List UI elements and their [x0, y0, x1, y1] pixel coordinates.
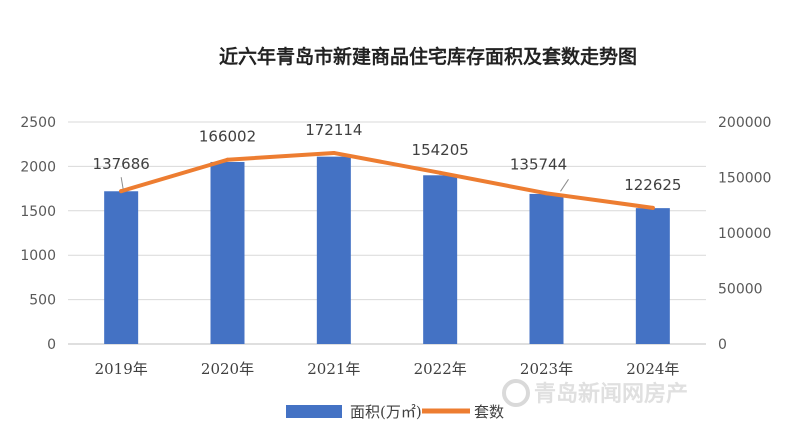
data-label: 172114: [305, 121, 362, 139]
bar: [210, 161, 245, 344]
left-tick-label: 2500: [20, 115, 56, 131]
legend-label: 面积(万㎡): [350, 403, 422, 421]
x-tick-label: 2020年: [201, 360, 254, 378]
line-point: [544, 191, 549, 196]
right-tick-label: 150000: [718, 171, 771, 187]
left-tick-label: 0: [47, 337, 56, 353]
line-point: [225, 157, 230, 162]
legend: 面积(万㎡) 套数: [286, 403, 504, 421]
watermark: 青岛新闻网房产: [502, 379, 688, 407]
legend-label: 套数: [474, 403, 504, 421]
data-label: 135744: [510, 155, 567, 173]
line-point: [331, 150, 336, 155]
line-series: [119, 150, 655, 210]
line-point: [650, 205, 655, 210]
left-tick-label: 1500: [20, 204, 56, 220]
data-label: 154205: [412, 141, 469, 159]
leader-line: [560, 179, 569, 192]
watermark-logo: [502, 379, 530, 407]
chart-title: 近六年青岛市新建商品住宅库存面积及套数走势图: [219, 45, 637, 68]
bar-series: [104, 156, 670, 344]
right-tick-label: 50000: [718, 282, 763, 298]
x-axis: 2019年 2020年 2021年 2022年 2023年 2024年: [95, 360, 680, 378]
series-line: [119, 150, 655, 210]
x-tick-label: 2022年: [414, 360, 467, 378]
left-axis: 0 500 1000 1500 2000 2500: [20, 115, 56, 353]
x-tick-label: 2023年: [520, 360, 573, 378]
right-axis: 0 50000 100000 150000 200000: [718, 115, 771, 353]
gridlines: [68, 121, 706, 301]
data-label: 137686: [93, 155, 150, 173]
left-tick-label: 2000: [20, 159, 56, 175]
right-tick-label: 200000: [718, 115, 771, 131]
watermark-text: 青岛新闻网房产: [534, 381, 688, 407]
data-labels: 137686 166002 172114 154205 135744 122625: [93, 121, 682, 194]
x-tick-label: 2021年: [307, 360, 360, 378]
bar: [423, 175, 458, 344]
right-tick-label: 100000: [718, 226, 771, 242]
bar: [316, 156, 351, 344]
legend-swatch-bar: [286, 405, 342, 418]
leader-line: [120, 177, 124, 190]
left-tick-label: 500: [29, 293, 56, 309]
x-tick-label: 2024年: [626, 360, 679, 378]
data-label: 166002: [199, 128, 256, 146]
bar: [635, 208, 670, 344]
line-point: [119, 189, 124, 194]
bar: [104, 191, 139, 344]
left-tick-label: 1000: [20, 248, 56, 264]
data-label: 122625: [624, 176, 681, 194]
x-tick-label: 2019年: [95, 360, 148, 378]
right-tick-label: 0: [718, 337, 727, 353]
line-point: [438, 170, 443, 175]
bar: [529, 193, 564, 344]
